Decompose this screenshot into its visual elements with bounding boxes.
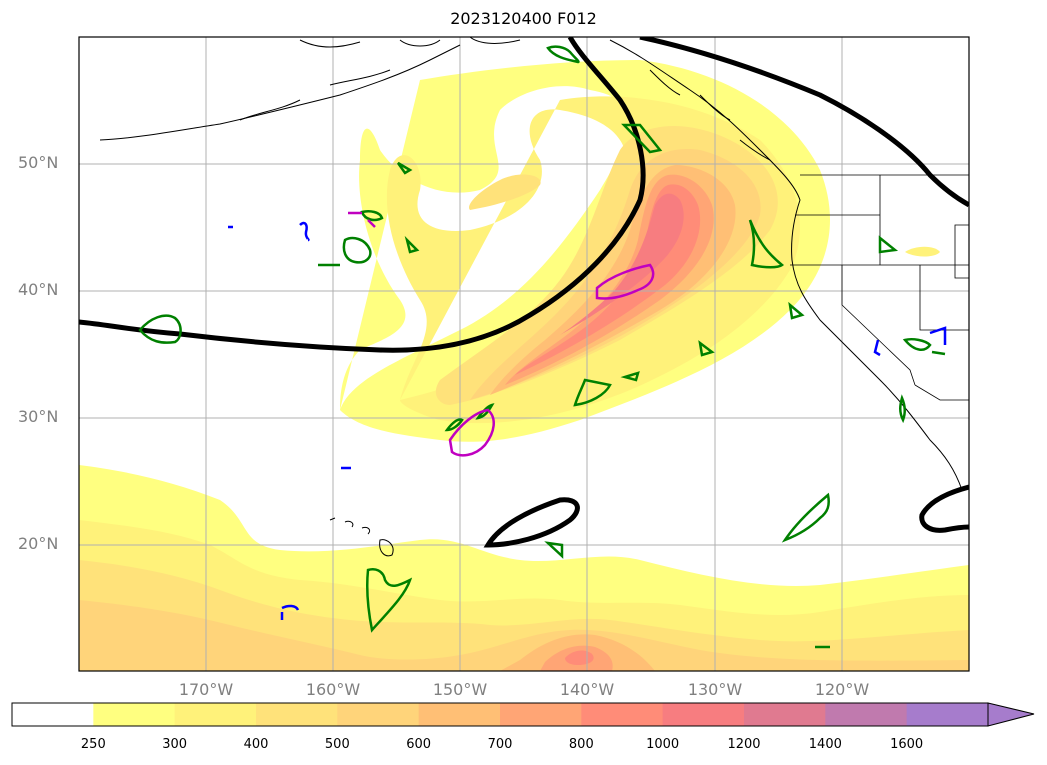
colorbar-extend-arrow [987, 702, 1035, 727]
southern-band-500 [79, 600, 969, 671]
colorbar-tick-label: 600 [406, 737, 432, 752]
lon-label-140w: 140°W [559, 680, 615, 699]
colorbar-tick-label: 1000 [646, 737, 680, 752]
map-panel [79, 37, 969, 671]
colorbar [11, 702, 1035, 727]
coastlines [99, 37, 969, 557]
colorbar-block [93, 703, 176, 726]
lon-label-150w: 150°W [432, 680, 488, 699]
southern-band-800 [565, 650, 594, 665]
lon-label-160w: 160°W [305, 680, 361, 699]
colorbar-tick-label: 1400 [808, 737, 842, 752]
magenta-contours [348, 211, 655, 457]
plume-level-1000 [560, 193, 684, 335]
lat-label-50n: 50°N [18, 153, 59, 172]
colorbar-tick-label: 250 [80, 737, 106, 752]
colorbar-tick-label: 1600 [890, 737, 924, 752]
colorbar-block [174, 703, 257, 726]
colorbar-block [500, 703, 582, 726]
colorbar-frame [11, 702, 989, 727]
colorbar-tick-label: 1200 [727, 737, 761, 752]
colorbar-tick-label: 400 [243, 737, 269, 752]
colorbar-block [12, 703, 94, 726]
green-contours [138, 45, 946, 649]
colorbar-block [662, 703, 745, 726]
colorbar-tick-label: 300 [162, 737, 188, 752]
colorbar-block [825, 703, 908, 726]
lon-label-120w: 120°W [814, 680, 870, 699]
colorbar-block [337, 703, 420, 726]
colorbar-block [744, 703, 826, 726]
colorbar-tick-label: 700 [487, 737, 513, 752]
blue-contours [228, 221, 947, 620]
lon-label-130w: 130°W [687, 680, 743, 699]
colorbar-block [906, 703, 989, 726]
colorbar-block [256, 703, 338, 726]
map-frame [78, 36, 970, 672]
graticule [79, 37, 969, 671]
colorbar-block [418, 703, 501, 726]
colorbar-block [581, 703, 664, 726]
map-title: 2023120400 F012 [450, 9, 597, 28]
colorbar-tick-label: 500 [324, 737, 350, 752]
colorbar-blocks [12, 703, 989, 726]
small-patch-250 [905, 246, 940, 257]
colorbar-tick-label: 800 [568, 737, 594, 752]
lat-label-30n: 30°N [18, 407, 59, 426]
lat-label-40n: 40°N [18, 280, 59, 299]
lat-label-20n: 20°N [18, 534, 59, 553]
filled-contours [79, 60, 969, 671]
lon-label-170w: 170°W [178, 680, 234, 699]
